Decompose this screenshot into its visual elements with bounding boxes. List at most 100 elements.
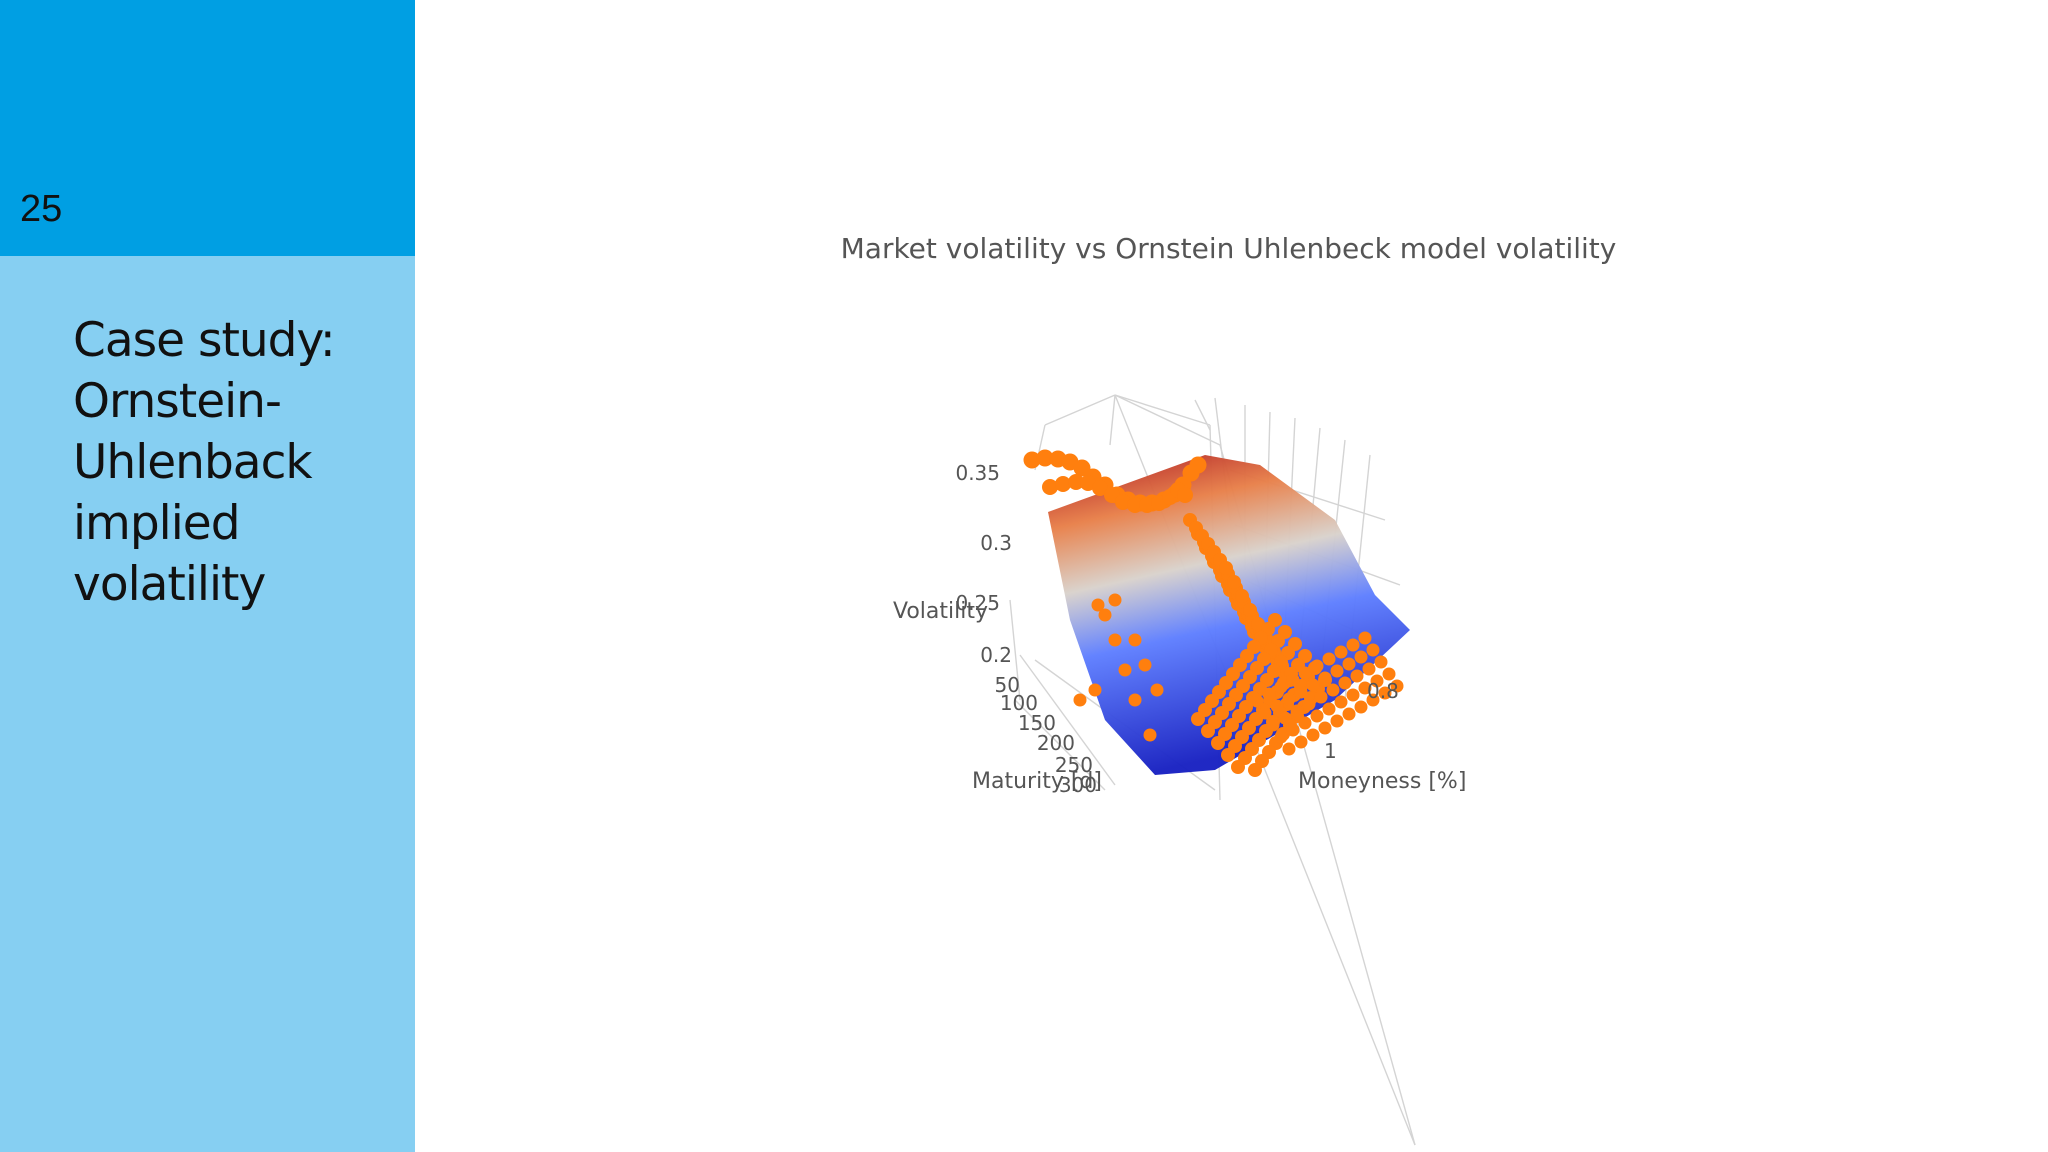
- market-point: [1322, 652, 1336, 666]
- market-point: [1219, 561, 1233, 575]
- market-point: [1306, 728, 1320, 742]
- market-point: [1354, 650, 1368, 664]
- sidebar-header-panel: 25: [0, 0, 415, 256]
- market-point: [1330, 664, 1344, 678]
- market-point: [1248, 763, 1262, 777]
- market-point: [1358, 681, 1372, 695]
- market-point: [1091, 598, 1105, 612]
- market-point: [1318, 721, 1332, 735]
- market-point: [1262, 687, 1276, 701]
- market-volatility-points: [1023, 449, 1404, 777]
- market-point: [1221, 748, 1235, 762]
- market-point: [1330, 714, 1344, 728]
- market-point: [1298, 666, 1312, 680]
- market-point: [1235, 589, 1249, 603]
- market-point: [1382, 667, 1396, 681]
- market-point: [1231, 760, 1245, 774]
- market-point: [1092, 480, 1108, 496]
- market-point: [1306, 678, 1320, 692]
- slide-title-line: Case study:: [73, 313, 336, 368]
- slide-number: 25: [20, 188, 63, 230]
- market-point: [1310, 709, 1324, 723]
- market-point: [1338, 676, 1352, 690]
- market-point: [1354, 700, 1368, 714]
- market-point: [1270, 699, 1284, 713]
- market-point: [1080, 475, 1096, 491]
- market-point: [1326, 683, 1340, 697]
- market-point: [1266, 718, 1280, 732]
- sidebar-panel: [0, 256, 415, 1152]
- market-point: [1370, 674, 1384, 688]
- z-axis-label: Volatility: [893, 599, 988, 624]
- market-point: [1286, 673, 1300, 687]
- market-point: [1302, 697, 1316, 711]
- market-point: [1073, 693, 1087, 707]
- market-point: [1068, 474, 1084, 490]
- market-point: [1138, 658, 1152, 672]
- chart-area: Market volatility vs Ornstein Uhlenbeck …: [415, 0, 2048, 1152]
- market-point: [1088, 683, 1102, 697]
- axis-labels: 0.35 0.3 0.25 0.2 Volatility 5010015020025030…: [893, 461, 1466, 797]
- x-tick-label: 150: [1018, 711, 1056, 735]
- market-point: [1211, 736, 1225, 750]
- market-point: [1258, 706, 1272, 720]
- y-tick-label: 1: [1324, 739, 1337, 763]
- chart-title-text: Market volatility vs Ornstein Uhlenbeck …: [840, 232, 1617, 265]
- z-tick-label: 0.2: [980, 643, 1012, 667]
- x-tick-label: 300: [1059, 773, 1097, 797]
- market-point: [1274, 680, 1288, 694]
- market-point: [1274, 730, 1288, 744]
- market-point: [1366, 693, 1380, 707]
- y-tick-label: 0.8: [1367, 679, 1399, 703]
- market-point: [1318, 671, 1332, 685]
- market-point: [1342, 707, 1356, 721]
- x-tick-label: 250: [1055, 753, 1093, 777]
- slide-title: Case study: Ornstein- Uhlenback implied …: [73, 310, 393, 615]
- slide-title-line: volatility: [73, 557, 266, 612]
- x-tick-label: 100: [1000, 691, 1038, 715]
- market-point: [1201, 724, 1215, 738]
- market-point: [1227, 575, 1241, 589]
- market-point: [1282, 742, 1296, 756]
- y-axis-label: Moneyness [%]: [1298, 769, 1466, 794]
- market-point: [1150, 683, 1164, 697]
- market-point: [1243, 603, 1257, 617]
- market-point: [1023, 451, 1041, 469]
- market-point: [1342, 657, 1356, 671]
- z-tick-label: 0.25: [955, 591, 1000, 615]
- market-point: [1294, 735, 1308, 749]
- market-point: [1108, 593, 1122, 607]
- z-tick-label: 0.3: [980, 531, 1012, 555]
- market-point: [1278, 711, 1292, 725]
- market-point: [1362, 662, 1376, 676]
- market-point: [1177, 487, 1193, 503]
- z-tick-label: 0.35: [955, 461, 1000, 485]
- market-point: [1294, 685, 1308, 699]
- market-point: [1334, 645, 1348, 659]
- market-point: [1390, 679, 1404, 693]
- market-point: [1310, 659, 1324, 673]
- volatility-surface-chart[interactable]: 0.35 0.3 0.25 0.2 Volatility 5010015020025030…: [415, 0, 2048, 1152]
- slide-title-line: Ornstein-: [73, 374, 282, 429]
- market-point: [1378, 686, 1392, 700]
- market-point: [1334, 695, 1348, 709]
- market-point: [1298, 716, 1312, 730]
- market-point: [1350, 669, 1364, 683]
- slide-title-line: implied: [73, 496, 241, 551]
- market-point: [1346, 638, 1360, 652]
- x-tick-label: 200: [1037, 731, 1075, 755]
- slide-title-line: Uhlenback: [73, 435, 313, 490]
- market-point: [1108, 633, 1122, 647]
- market-point: [1346, 688, 1360, 702]
- market-point: [1366, 643, 1380, 657]
- market-point: [1374, 655, 1388, 669]
- market-point: [1286, 723, 1300, 737]
- market-point: [1143, 728, 1157, 742]
- market-point: [1128, 693, 1142, 707]
- market-point: [1127, 497, 1143, 513]
- market-point: [1055, 476, 1071, 492]
- market-point: [1036, 449, 1054, 467]
- market-point: [1282, 692, 1296, 706]
- market-point: [1115, 494, 1131, 510]
- market-point: [1322, 702, 1336, 716]
